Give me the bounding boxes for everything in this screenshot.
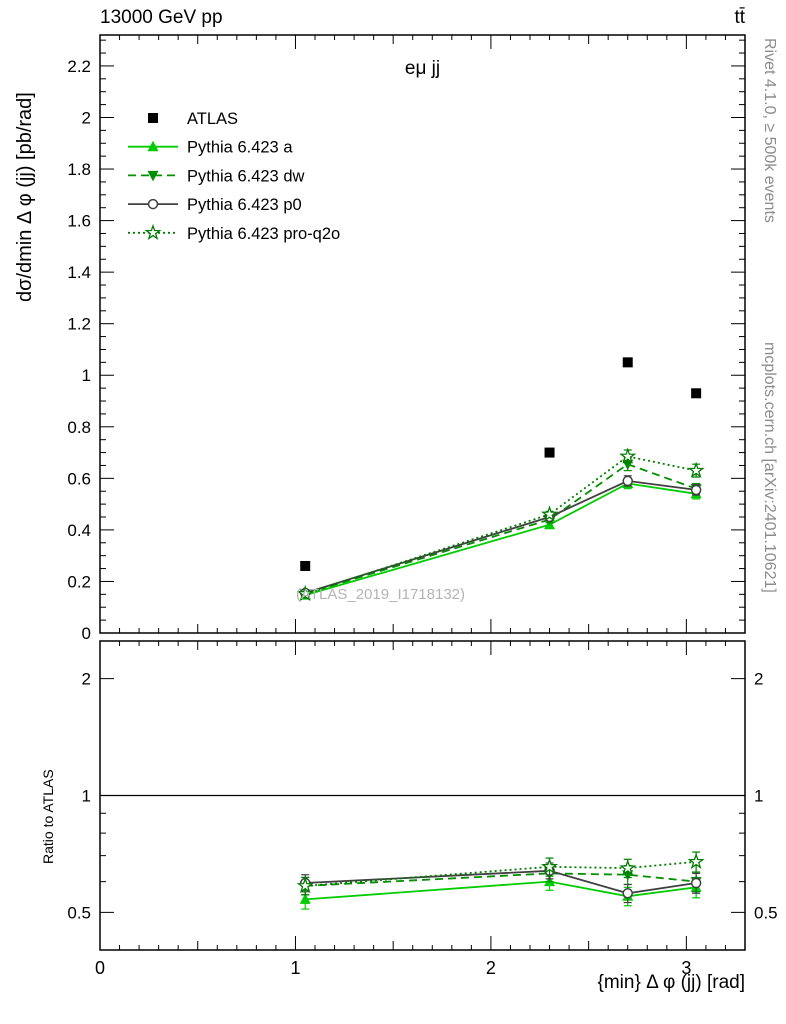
ratio-y-tick-label: 2 [82,670,91,689]
legend-label: Pythia 6.423 pro-q2o [187,225,340,243]
series-atlas-main [300,357,702,571]
ratio-y-tick-label: 1 [754,787,763,806]
series-line [304,463,697,595]
main-y-tick-label: 1.6 [67,212,91,231]
ratio-y-axis-title: Ratio to ATLAS [40,769,56,864]
analysis-id-watermark: (ATLAS_2019_I1718132) [296,586,466,603]
main-y-tick-label: 0.8 [67,418,91,437]
open-star-marker [541,505,559,522]
main-y-tick-label: 0.2 [67,572,91,591]
main-y-tick-label: 0.4 [67,521,91,540]
series-line [305,880,697,901]
series-pythia-6-423-pro-q2o-ratio [296,851,705,896]
ratio-y-tick-label: 0.5 [67,903,91,922]
square-marker [622,357,633,368]
legend-label: ATLAS [187,110,238,128]
main-y-tick-label: 2.2 [67,57,91,76]
open-circle-marker [622,888,633,899]
x-tick-label: 2 [486,958,496,978]
main-y-tick-label: 2 [82,108,91,127]
main-y-axis-title: dσ/dmin Δ φ (jj) [pb/rad] [14,92,36,302]
open-star-marker [296,584,314,602]
open-star-marker [296,876,314,894]
legend-entry: ATLAS [148,110,238,128]
process-label: tt̄ [734,7,745,28]
triangle-down-marker [147,170,159,182]
mcplots-credit-label: mcplots.cern.ch [arXiv:2401.10621] [761,342,778,593]
series-pythia-6-423-a-main [299,477,702,600]
square-marker [691,388,702,399]
legend-label: Pythia 6.423 dw [187,167,304,185]
ratio-y-tick-label: 2 [754,670,763,689]
legend-entry: Pythia 6.423 a [128,139,293,157]
open-circle-marker [690,877,702,889]
open-star-marker [619,447,637,464]
plot-title: eμ jj [404,58,441,79]
x-axis-title: {min} Δ φ (jj) [rad] [597,972,745,993]
square-marker [148,113,158,123]
axis-ticks [99,35,746,950]
main-y-tick-label: 1 [82,366,91,385]
legend: ATLAS Pythia 6.423 a Pythia 6.423 dw Pythia… [128,110,340,243]
legend-entry: Pythia 6.423 pro-q2o [128,223,340,243]
series-line [304,479,697,594]
main-panel-frame [99,34,746,634]
series-line [304,455,697,595]
main-y-tick-label: 1.8 [67,160,91,179]
ratio-y-tick-label: 0.5 [754,903,778,922]
main-y-tick-label: 0 [82,624,91,643]
open-star-marker [619,859,637,876]
open-star-marker [541,857,559,875]
open-circle-marker [147,198,159,210]
square-marker [300,560,311,571]
open-star-marker [687,852,705,870]
main-y-tick-label: 1.2 [67,315,91,334]
triangle-up-marker [147,140,159,152]
main-y-tick-label: 1.4 [67,263,91,282]
ratio-y-tick-label: 1 [82,787,91,806]
series-line [304,482,697,596]
legend-label: Pythia 6.423 p0 [187,196,302,214]
legend-entry: Pythia 6.423 p0 [128,196,302,214]
open-star-marker [687,461,705,478]
series-line [305,869,697,895]
legend-label: Pythia 6.423 a [187,139,293,157]
x-tick-label: 0 [95,958,105,978]
beam-energy-label: 13000 GeV pp [100,7,223,28]
square-marker [544,447,555,458]
triangle-up-marker [299,893,311,904]
x-tick-label: 3 [681,958,691,978]
x-tick-label: 1 [290,958,300,978]
series-line [305,872,697,887]
open-circle-marker [690,484,702,496]
open-circle-marker [622,475,633,487]
series-pythia-6-423-pro-q2o-main [296,447,705,602]
open-star-marker [144,223,162,241]
legend-entry: Pythia 6.423 dw [128,167,304,185]
main-y-tick-label: 0.6 [67,469,91,488]
rivet-version-label: Rivet 4.1.0, ≥ 500k events [761,38,778,223]
